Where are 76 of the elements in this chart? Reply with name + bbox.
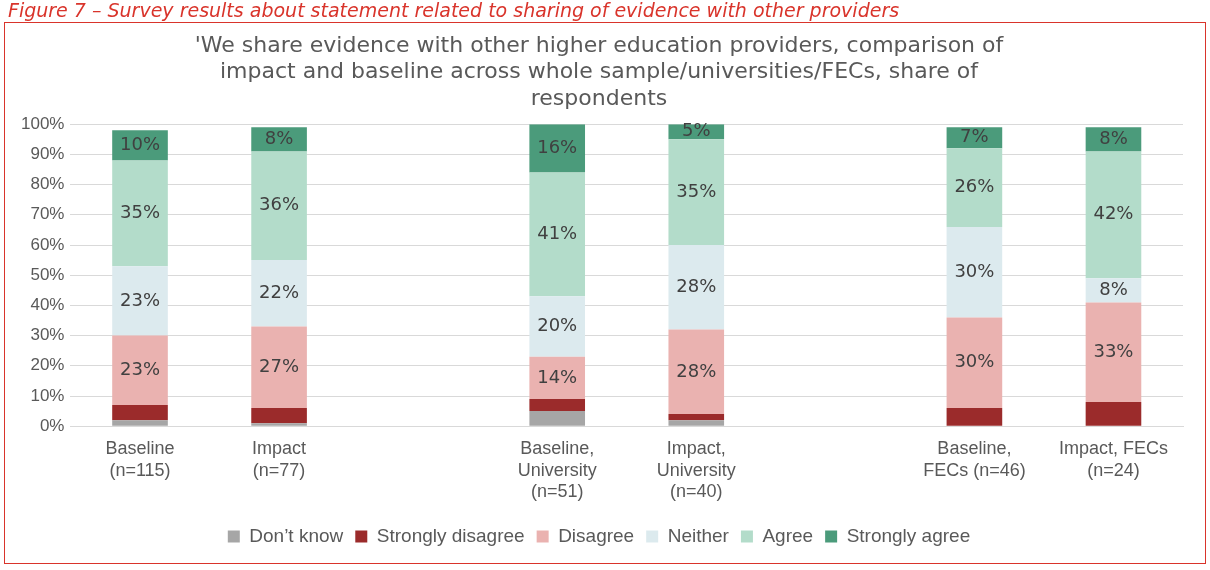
x-tick-label: Impact, FECs (n=24) xyxy=(1058,437,1168,480)
x-tick-label: Baseline (n=115) xyxy=(105,437,175,480)
bar xyxy=(529,296,586,357)
data-label: 23% xyxy=(120,358,161,379)
data-label: 35% xyxy=(120,200,161,222)
bar xyxy=(112,160,168,267)
data-label: 27% xyxy=(259,354,300,376)
legend-label: Strongly disagree xyxy=(376,524,525,546)
y-tick-label: 70% xyxy=(30,204,65,224)
data-label: 41% xyxy=(537,222,578,244)
x-tick-label: Impact (n=77) xyxy=(252,437,307,480)
y-tick-label: 100% xyxy=(21,113,65,133)
y-tick-label: 50% xyxy=(30,264,65,284)
y-tick-label: 30% xyxy=(30,325,65,345)
caption: Figure 7 – Survey results about statement related to sharing of evidence with other providers xyxy=(7,0,901,22)
bar xyxy=(112,405,168,421)
bar xyxy=(112,335,168,406)
y-tick-label: 40% xyxy=(30,295,65,315)
legend-label: Agree xyxy=(762,524,814,546)
chart-title: 'We share evidence with other higher education providers, comparison of impact and baseline across whole sample/universities/FECs, share of respondents xyxy=(194,31,1005,110)
bar xyxy=(112,420,168,426)
bar xyxy=(251,260,307,327)
bar xyxy=(251,408,307,424)
data-label: 20% xyxy=(537,314,578,336)
bar xyxy=(251,423,307,426)
data-label: 8% xyxy=(264,126,294,148)
data-label: 7% xyxy=(960,125,989,147)
data-label: 8% xyxy=(1099,277,1128,299)
y-tick-label: 20% xyxy=(30,355,65,375)
data-label: 22% xyxy=(259,280,300,302)
bar xyxy=(1085,302,1142,403)
data-label: 16% xyxy=(537,136,578,158)
legend-label: Strongly agree xyxy=(846,524,971,546)
bar xyxy=(946,408,1003,426)
bar xyxy=(1085,151,1142,279)
data-label: 10% xyxy=(120,133,161,155)
data-label: 30% xyxy=(954,350,995,372)
data-label: 14% xyxy=(537,365,578,387)
x-tick-label: Baseline, University (n=51) xyxy=(517,437,597,502)
bar xyxy=(529,172,586,297)
data-label: 35% xyxy=(676,179,717,201)
bar xyxy=(668,414,725,421)
bar xyxy=(251,151,307,261)
x-tick-label: Impact, University (n=40) xyxy=(656,437,736,502)
legend-label: Don’t know xyxy=(249,524,344,546)
data-label: 28% xyxy=(676,274,717,296)
data-label: 23% xyxy=(120,288,161,310)
legend-label: Neither xyxy=(667,524,730,546)
bar xyxy=(668,245,725,330)
bar xyxy=(946,317,1003,409)
data-label: 28% xyxy=(676,359,717,381)
bar xyxy=(529,124,586,173)
bar xyxy=(946,226,1003,318)
bar xyxy=(529,411,586,426)
y-tick-label: 90% xyxy=(30,144,65,164)
data-label: 5% xyxy=(681,119,711,141)
bar xyxy=(668,139,725,245)
y-tick-label: 60% xyxy=(30,234,65,254)
data-label: 33% xyxy=(1093,339,1134,361)
y-tick-label: 80% xyxy=(30,174,65,194)
data-label: 30% xyxy=(954,259,995,281)
data-label: 42% xyxy=(1093,202,1134,224)
bar xyxy=(251,326,307,409)
bar xyxy=(946,148,1003,227)
bar xyxy=(668,420,725,426)
bar xyxy=(529,399,586,412)
data-label: 36% xyxy=(259,193,300,215)
x-tick-label: Baseline, FECs (n=46) xyxy=(923,437,1026,480)
bar xyxy=(112,266,168,336)
bar xyxy=(668,329,725,415)
data-label: 8% xyxy=(1099,126,1128,148)
y-tick-label: 0% xyxy=(39,415,65,435)
legend-label: Disagree xyxy=(558,524,635,546)
data-label: 26% xyxy=(954,175,995,197)
y-tick-label: 10% xyxy=(30,385,65,405)
bar xyxy=(1085,402,1142,426)
